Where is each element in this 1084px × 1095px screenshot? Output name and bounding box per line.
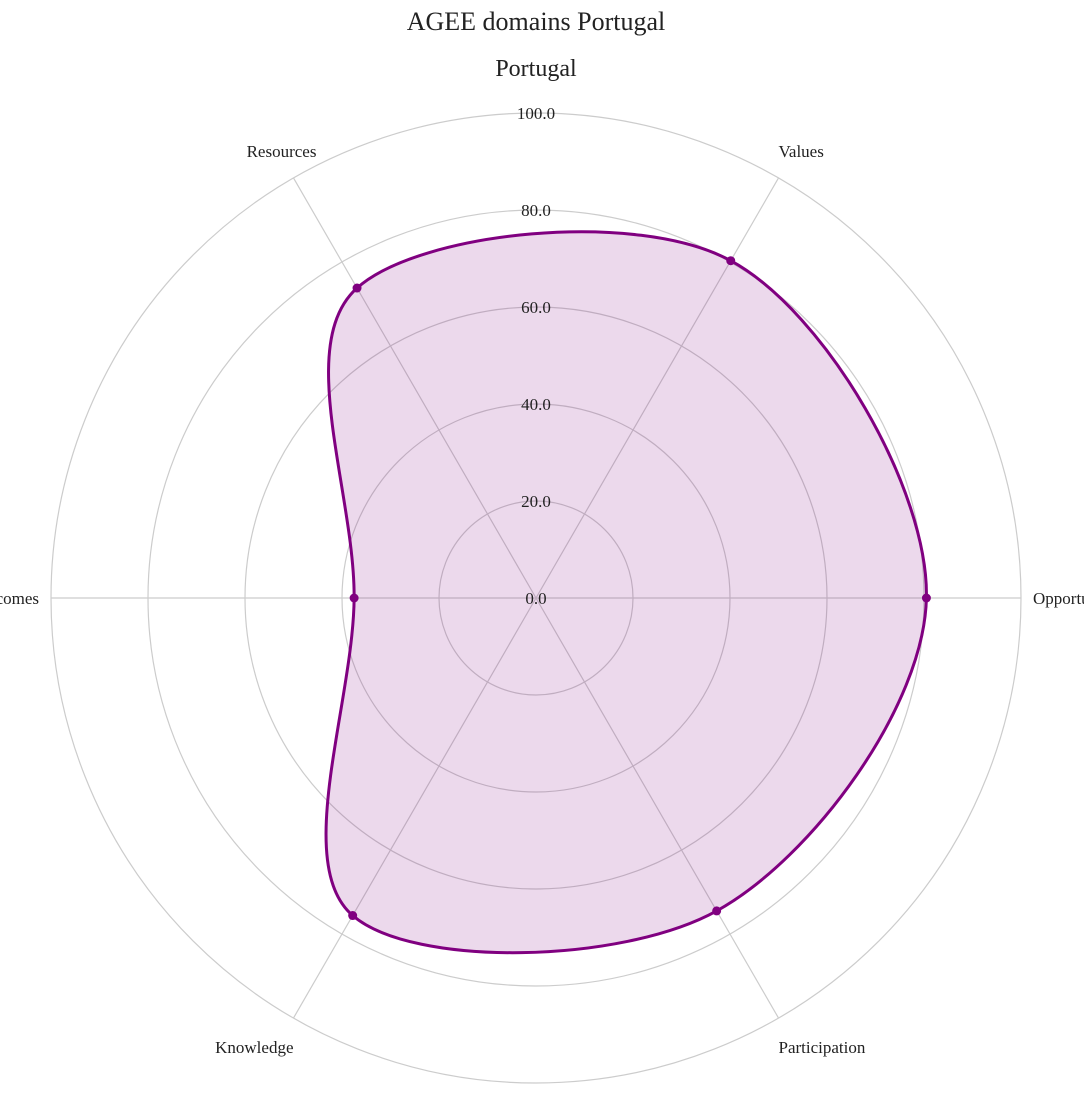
data-point-opportunities[interactable] [921,593,931,603]
category-label: Opportunities [1033,589,1084,608]
data-point-outcomes[interactable] [349,593,359,603]
axis-spoke [292,177,537,599]
radial-tick-label: 100.0 [517,104,555,123]
category-label: Participation [779,1038,866,1057]
series-area [326,231,927,953]
category-label: Knowledge [215,1038,293,1057]
axis-spoke [535,177,780,599]
radial-tick-label: 0.0 [525,589,546,608]
chart-title: AGEE domains Portugal [407,7,666,36]
category-label: Resources [247,142,317,161]
tick-label-layer: 0.0 20.0 40.0 60.0 80.0 100.0 [517,104,555,608]
data-point-knowledge[interactable] [348,911,358,921]
axis-spoke [535,597,780,1019]
data-point-participation[interactable] [712,906,722,916]
category-label: Outcomes [0,589,39,608]
radial-tick-label: 60.0 [521,298,551,317]
axis-spoke [292,597,537,1019]
radial-tick-label: 40.0 [521,395,551,414]
radial-tick-label: 80.0 [521,201,551,220]
category-label: Values [779,142,824,161]
chart-subtitle: Portugal [495,56,577,82]
axis-label-layer: Opportunities Values Resources Outcomes Know… [0,142,1084,1057]
series-layer [324,230,931,955]
data-point-resources[interactable] [352,283,362,293]
data-point-values[interactable] [726,256,736,266]
radial-tick-label: 20.0 [521,492,551,511]
